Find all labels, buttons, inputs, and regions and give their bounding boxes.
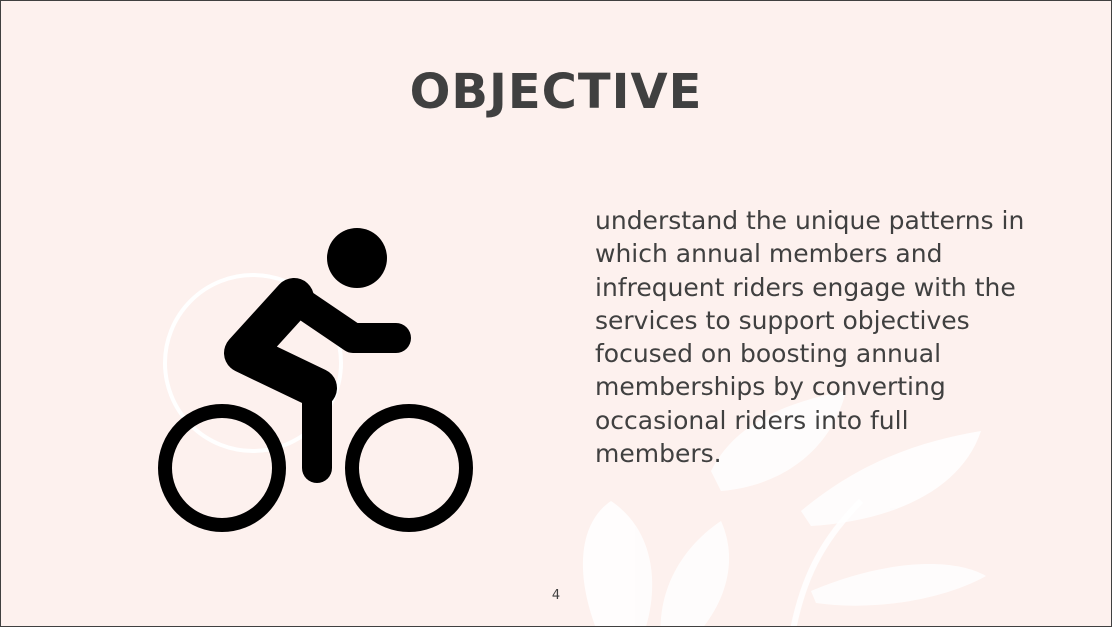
leaf-decoration (582, 391, 986, 626)
page-number: 4 (551, 588, 561, 603)
decorative-ring (163, 273, 343, 453)
cyclist-icon (158, 228, 473, 532)
objective-text: understand the unique patterns in which … (595, 206, 1025, 469)
slide-title: OBJECTIVE (409, 64, 703, 120)
